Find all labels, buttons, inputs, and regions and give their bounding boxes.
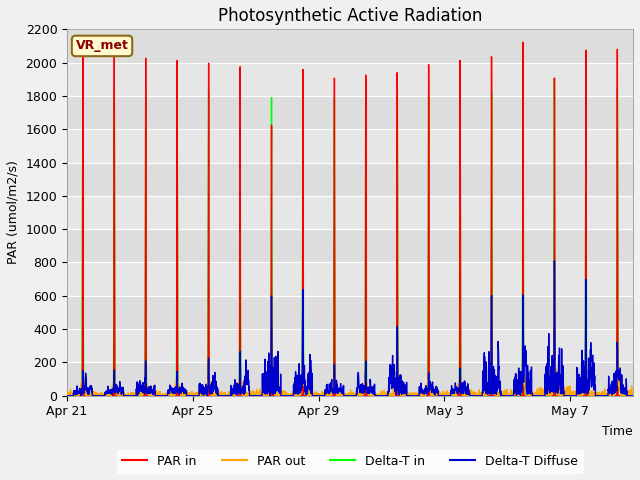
Bar [67,263,633,296]
Bar [67,163,633,196]
Bar [67,196,633,229]
Bar [67,229,633,263]
Bar [67,62,633,96]
Bar [67,29,633,62]
Title: Photosynthetic Active Radiation: Photosynthetic Active Radiation [218,7,483,25]
Text: VR_met: VR_met [76,39,129,52]
Bar [67,96,633,129]
Text: Time: Time [602,425,633,438]
Bar [67,296,633,329]
Bar [67,362,633,396]
Bar [67,129,633,163]
Y-axis label: PAR (umol/m2/s): PAR (umol/m2/s) [7,161,20,264]
Bar [67,329,633,362]
Legend: PAR in, PAR out, Delta-T in, Delta-T Diffuse: PAR in, PAR out, Delta-T in, Delta-T Dif… [117,450,583,473]
